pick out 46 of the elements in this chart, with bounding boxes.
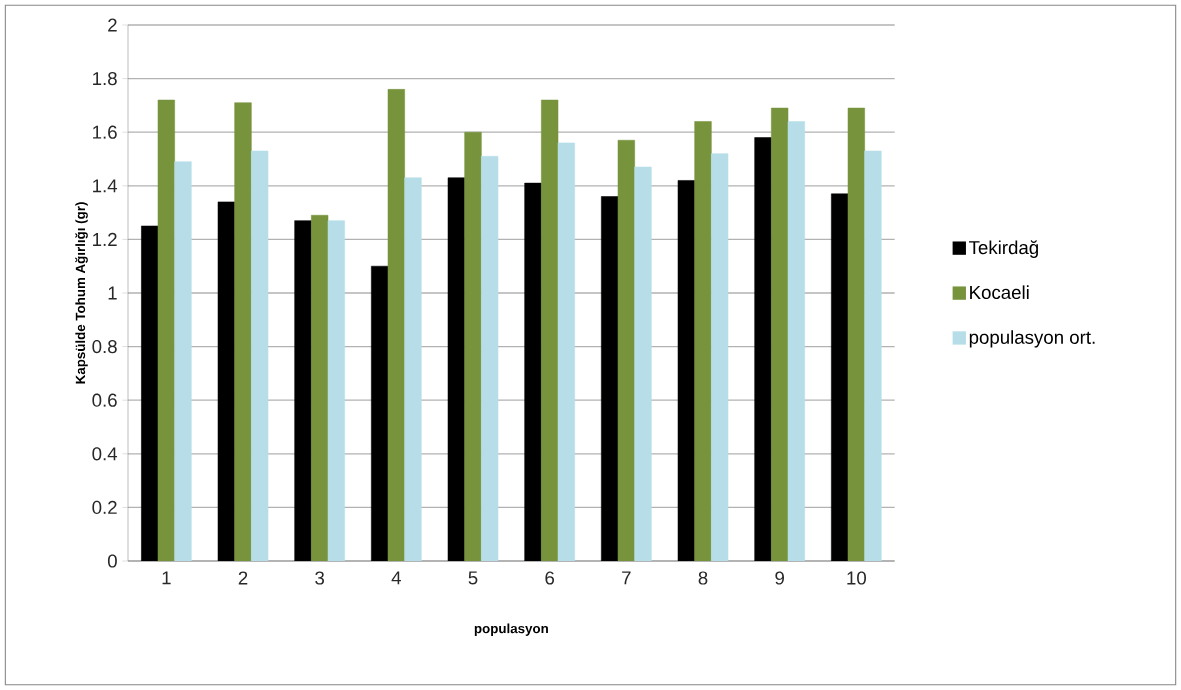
bar	[481, 156, 499, 561]
y-tick-label: 1.4	[93, 179, 118, 193]
bar	[447, 177, 465, 561]
bar	[677, 180, 695, 561]
x-tick-label: 3	[315, 571, 325, 585]
y-tick-label: 0.8	[92, 339, 117, 354]
legend-label: populasyon ort.	[969, 330, 1095, 348]
y-tick-label: 1.2	[93, 232, 117, 246]
y-tick-label: 0.2	[92, 500, 117, 515]
bar	[524, 182, 542, 561]
x-axis-title: populasyon	[474, 623, 548, 636]
x-tick-label: 5	[468, 571, 478, 585]
y-tick-label: 0	[107, 554, 117, 568]
x-tick-label: 9	[775, 571, 784, 585]
bar	[294, 220, 312, 561]
bar	[754, 137, 772, 561]
x-tick-label: 1	[162, 571, 171, 585]
bar	[831, 193, 849, 561]
bar	[634, 166, 652, 561]
bar	[174, 161, 192, 561]
bar	[711, 153, 729, 561]
bar	[327, 220, 345, 561]
legend-label: Tekirdağ	[969, 240, 1038, 258]
bar	[404, 177, 422, 561]
y-tick-label: 1.8	[93, 71, 117, 86]
bar	[601, 196, 619, 561]
bar	[864, 150, 882, 561]
y-tick-label: 0.4	[92, 447, 118, 461]
x-tick-label: 7	[622, 571, 631, 585]
x-tick-label: 10	[847, 571, 866, 585]
bar	[251, 150, 269, 561]
bar	[557, 142, 575, 561]
bar	[141, 225, 159, 561]
y-tick-label: 2	[108, 18, 117, 32]
bar	[217, 201, 235, 561]
bar	[371, 265, 389, 561]
y-tick-label: 1.6	[93, 125, 117, 139]
y-tick-label: 1	[108, 286, 117, 300]
x-tick-label: 8	[698, 571, 708, 585]
x-tick-label: 2	[238, 571, 248, 585]
bar	[787, 121, 805, 561]
x-tick-label: 4	[391, 571, 401, 585]
y-axis-title: Kapsülde Tohum Ağırlığı (gr)	[75, 202, 88, 384]
x-tick-label: 6	[545, 571, 555, 585]
y-tick-label: 0.6	[92, 393, 117, 407]
legend-label: Kocaeli	[970, 285, 1029, 300]
